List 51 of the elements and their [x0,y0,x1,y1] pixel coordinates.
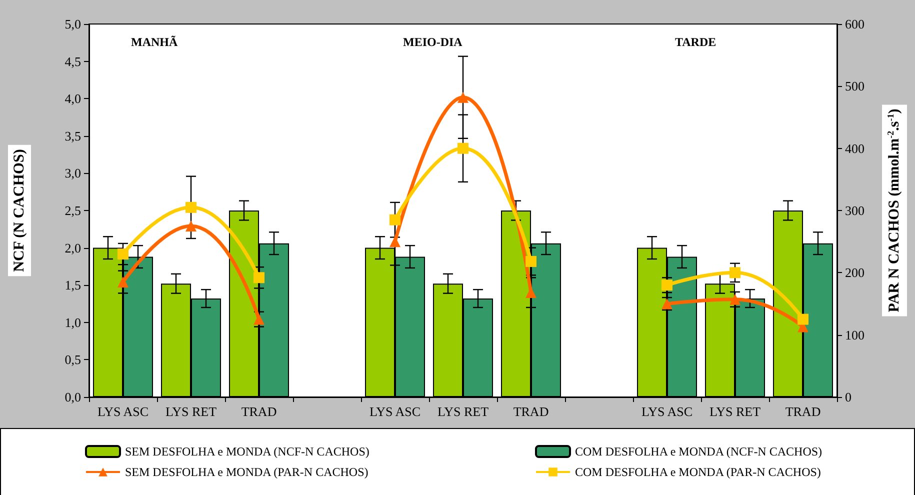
x-tick-label: LYS RET [165,404,217,419]
annotation: MEIO-DIA [403,35,463,49]
y-tick-label: 4,5 [64,54,81,69]
x-tick-label: TRAD [241,404,277,419]
point [798,314,808,325]
x-tick-label: LYS RET [437,404,489,419]
point [526,256,536,267]
legend-label: SEM DESFOLHA e MONDA (NCF-N CACHOS) [125,444,370,458]
x-tick-label: TRAD [785,404,821,419]
y-tick-label: 5,0 [64,16,81,32]
y2-tick-label: 600 [845,16,864,32]
y-tick-label: 1,5 [64,278,81,293]
y-axis-title: NCF (N CACHOS) [12,149,28,272]
x-tick-label: TRAD [513,404,549,419]
y2-tick-label: 100 [845,327,864,342]
point [186,220,196,232]
point [118,276,128,288]
point [254,314,264,325]
legend-label: COM DESFOLHA e MONDA (NCF-N CACHOS) [575,444,822,458]
y-tick-label: 3,0 [64,166,81,181]
annotation: TARDE [675,35,716,49]
y2-tick-label: 300 [845,203,864,218]
legend-label: SEM DESFOLHA e MONDA (PAR-N CACHOS) [125,465,368,479]
point [662,280,672,291]
y-tick-label: 3,5 [64,128,81,144]
x-tick-label: LYS ASC [369,404,421,419]
y-tick-label: 2,0 [64,240,81,256]
y2-axis-title: PAR N CACHOS (mmol.m-2.s-1) [886,108,902,312]
point [254,272,264,284]
point [458,92,468,103]
y2-tick-label: 200 [845,265,864,280]
y2-tick-label: 400 [845,140,864,156]
point [458,142,468,154]
point [730,294,740,305]
annotation: MANHÃ [131,35,178,49]
x-tick-label: LYS ASC [97,404,149,419]
point [390,214,400,226]
y-tick-label: 0,5 [64,352,81,368]
point [186,202,196,213]
y-tick-label: 4,0 [64,91,81,106]
point [390,236,400,248]
legend-label: COM DESFOLHA e MONDA (PAR-N CACHOS) [575,465,821,479]
x-tick-label: LYS ASC [641,404,693,419]
y2-tick-label: 0 [845,390,852,404]
point [730,267,740,278]
y2-tick-label: 500 [845,78,864,94]
x-tick-label: LYS RET [709,404,761,419]
y-tick-label: 1,0 [64,314,81,330]
y-tick-label: 0,0 [64,390,81,404]
point [118,248,128,260]
y-tick-label: 2,5 [64,203,81,218]
